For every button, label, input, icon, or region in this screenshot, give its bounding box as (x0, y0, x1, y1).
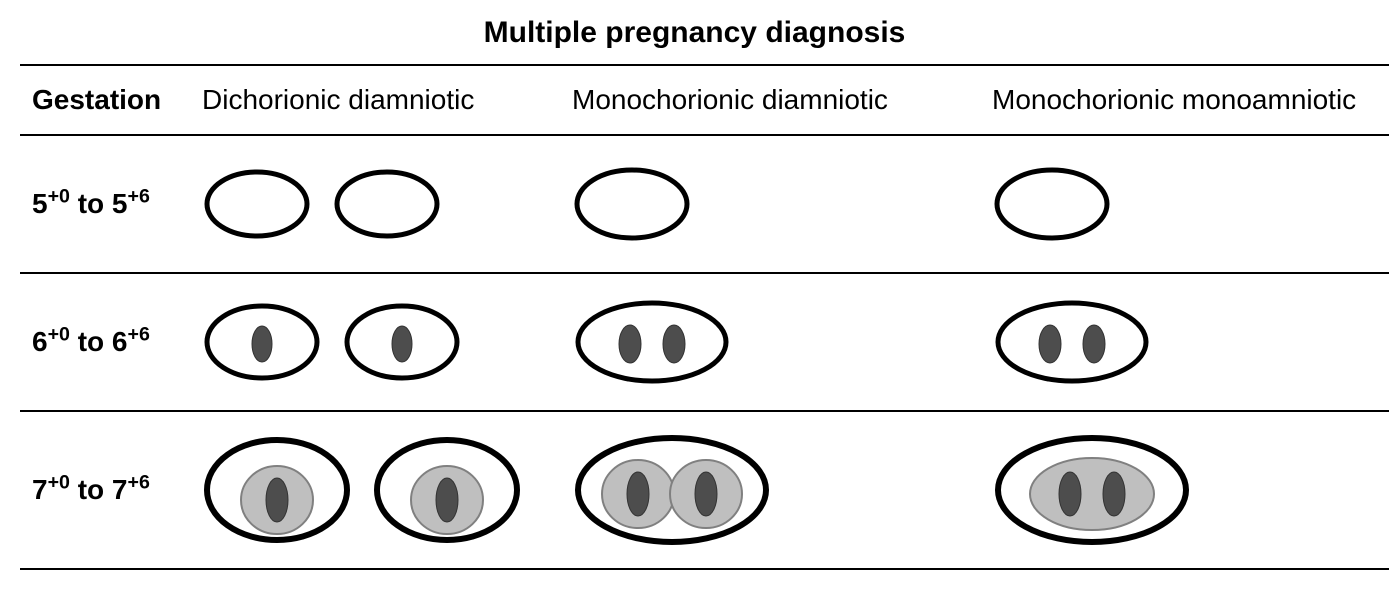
cell-r3-mcma (980, 411, 1389, 569)
sac-icon (202, 302, 322, 382)
diagnosis-table: Gestation Dichorionic diamniotic Monocho… (20, 64, 1389, 570)
table-header-row: Gestation Dichorionic diamniotic Monocho… (20, 65, 1389, 135)
col-header-mcma: Monochorionic monoamniotic (980, 65, 1389, 135)
col-header-gestation: Gestation (20, 65, 190, 135)
sac-icon (372, 435, 522, 545)
cell-r3-dcda (190, 411, 560, 569)
col-header-dcda: Dichorionic diamniotic (190, 65, 560, 135)
table-row: 7+0 to 7+6 (20, 411, 1389, 569)
cell-r2-mcma (980, 273, 1389, 411)
cell-r1-mcda (560, 135, 980, 273)
diagram-multiple-pregnancy: Multiple pregnancy diagnosis Gestation D… (0, 0, 1389, 590)
sac-icon (572, 434, 772, 546)
row-label-week6: 6+0 to 6+6 (20, 273, 190, 411)
sac-icon (202, 168, 312, 240)
sac-icon (202, 435, 352, 545)
table-row: 5+0 to 5+6 (20, 135, 1389, 273)
cell-r3-mcda (560, 411, 980, 569)
sac-icon (992, 434, 1192, 546)
row-label-week7: 7+0 to 7+6 (20, 411, 190, 569)
table-row: 6+0 to 6+6 (20, 273, 1389, 411)
diagram-title: Multiple pregnancy diagnosis (20, 16, 1369, 50)
cell-r2-mcda (560, 273, 980, 411)
sac-icon (332, 168, 442, 240)
sac-icon (992, 166, 1112, 242)
col-header-mcda: Monochorionic diamniotic (560, 65, 980, 135)
row-label-week5: 5+0 to 5+6 (20, 135, 190, 273)
sac-icon (572, 166, 692, 242)
sac-icon (992, 299, 1152, 385)
cell-r1-dcda (190, 135, 560, 273)
cell-r1-mcma (980, 135, 1389, 273)
sac-icon (572, 299, 732, 385)
cell-r2-dcda (190, 273, 560, 411)
sac-icon (342, 302, 462, 382)
